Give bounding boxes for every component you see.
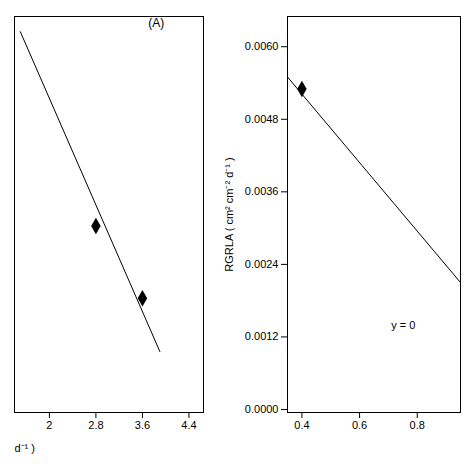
svg-text:0.0048: 0.0048	[245, 113, 279, 125]
svg-text:0.6: 0.6	[352, 419, 367, 431]
svg-text:0.8: 0.8	[410, 419, 425, 431]
svg-text:2.8: 2.8	[88, 419, 103, 431]
svg-text:y = 0: y = 0	[391, 319, 415, 331]
svg-text:0.0060: 0.0060	[245, 40, 279, 52]
svg-text:0.0012: 0.0012	[245, 330, 279, 342]
svg-text:RGRLA ( cm² cm⁻² d⁻¹ ): RGRLA ( cm² cm⁻² d⁻¹ )	[223, 157, 235, 271]
svg-text:(A): (A)	[148, 16, 164, 30]
svg-text:d⁻¹ ): d⁻¹ )	[15, 442, 36, 454]
svg-text:0.0036: 0.0036	[245, 185, 279, 197]
svg-text:0.0000: 0.0000	[245, 403, 279, 415]
svg-text:0.0024: 0.0024	[245, 258, 279, 270]
svg-text:0.4: 0.4	[294, 419, 309, 431]
svg-text:2: 2	[46, 419, 52, 431]
svg-text:3.6: 3.6	[135, 419, 150, 431]
svg-text:4.4: 4.4	[181, 419, 196, 431]
